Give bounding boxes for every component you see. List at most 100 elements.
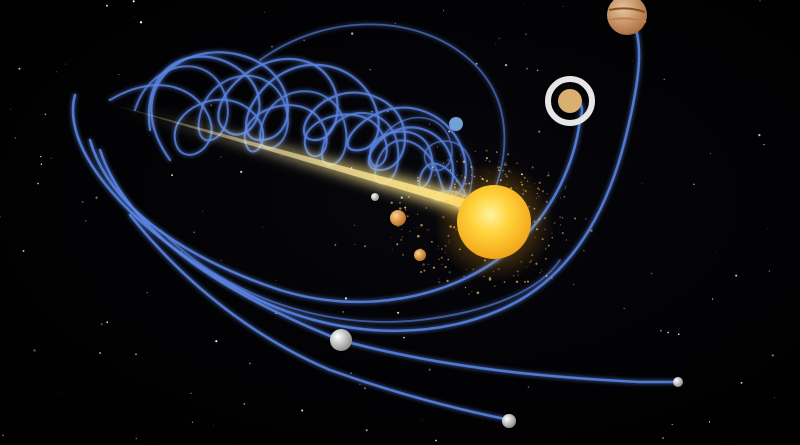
orbit-trail-mercury (109, 84, 471, 206)
star (631, 60, 633, 62)
star (220, 260, 222, 261)
dust-particle (488, 160, 491, 163)
orbit-trail-neptune (128, 213, 512, 422)
planet-earth (449, 117, 463, 131)
star (135, 353, 137, 356)
star (711, 298, 714, 300)
star (563, 6, 565, 7)
dust-particle (523, 280, 526, 283)
dust-particle (485, 156, 489, 160)
star (435, 439, 437, 442)
dust-particle (416, 176, 419, 179)
star (525, 33, 527, 35)
star (400, 196, 403, 199)
dust-particle (462, 160, 466, 163)
star (106, 4, 108, 7)
star (354, 224, 355, 226)
dust-particle (590, 229, 593, 232)
dust-particle (485, 149, 488, 152)
star (714, 252, 716, 254)
star (773, 397, 776, 399)
dust-particle (545, 275, 548, 277)
star (526, 67, 529, 70)
dust-particle (574, 217, 577, 220)
star (437, 146, 439, 148)
dust-particle (493, 285, 496, 287)
planet-icon (371, 193, 379, 201)
star (44, 113, 47, 116)
dust-particle (547, 174, 550, 177)
dust-particle (425, 206, 428, 209)
star (190, 392, 192, 395)
star (202, 210, 204, 212)
dust-particle (422, 263, 425, 266)
dust-particle (438, 245, 440, 247)
dust-particle (407, 195, 411, 199)
dust-particle (437, 248, 440, 250)
dust-particle (516, 281, 518, 283)
dust-particle (426, 229, 428, 231)
star (240, 170, 243, 174)
dust-particle (448, 271, 451, 274)
star (118, 73, 120, 76)
dust-particle (553, 221, 556, 224)
sun (434, 162, 554, 282)
dust-particle (471, 291, 473, 293)
dust-particle (559, 197, 562, 199)
dust-particle (463, 275, 465, 278)
star (139, 21, 143, 24)
dust-particle (561, 232, 564, 235)
orbit-trail-lower-sweep (159, 229, 561, 323)
star (663, 78, 665, 81)
star (61, 391, 63, 393)
star (18, 67, 21, 70)
dust-particle (545, 257, 547, 260)
star (40, 163, 43, 165)
dust-particle (404, 206, 407, 209)
planet-uranus (330, 329, 352, 351)
dust-particle (406, 187, 409, 190)
dust-particle (446, 279, 449, 283)
star (710, 152, 712, 154)
star (100, 323, 103, 326)
star (767, 228, 768, 230)
dust-particle (420, 223, 423, 227)
planet-mars (414, 249, 426, 261)
planet-mercury (371, 193, 379, 201)
dust-particle (540, 269, 542, 271)
dust-particle (565, 239, 568, 241)
star (64, 63, 66, 65)
dust-particle (401, 236, 403, 238)
star (623, 307, 625, 309)
dust-particle (559, 224, 562, 226)
dust-particle (404, 208, 407, 211)
planet-icon (390, 210, 406, 226)
star (33, 349, 36, 352)
star (22, 249, 25, 252)
star (763, 143, 765, 146)
dust-particle (561, 217, 564, 219)
dust-particle (464, 287, 467, 289)
jupiter-band (607, 17, 647, 23)
orbit-trail-mars (150, 51, 492, 212)
star (342, 310, 345, 313)
orbit-trail-uranus (98, 148, 680, 384)
star (81, 200, 84, 203)
star (148, 134, 150, 136)
dust-particle (453, 289, 455, 291)
dust-particle (516, 162, 519, 165)
dust-particle (409, 230, 411, 232)
dust-particle (547, 172, 549, 173)
star (660, 329, 662, 332)
dust-particle (541, 270, 543, 272)
dust-particle (447, 158, 450, 162)
star (504, 63, 508, 67)
dust-particle (495, 151, 498, 153)
dust-particle (498, 161, 500, 163)
star (387, 110, 389, 113)
dust-particle (399, 201, 401, 204)
planet-jupiter (607, 0, 647, 35)
dust-particle (438, 278, 440, 280)
star (249, 362, 251, 365)
